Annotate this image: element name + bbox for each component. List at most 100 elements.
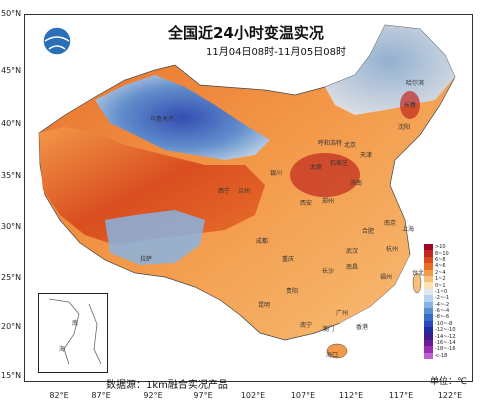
legend-label: 2~4 bbox=[435, 269, 446, 276]
map-title: 全国近24小时变温实况 bbox=[168, 24, 324, 42]
latitude-label: 25°N bbox=[1, 273, 22, 282]
latitude-label: 35°N bbox=[1, 171, 22, 180]
legend-swatch bbox=[424, 282, 433, 289]
legend-swatch bbox=[424, 269, 433, 276]
longitude-label: 97°E bbox=[193, 391, 213, 400]
longitude-label: 102°E bbox=[240, 391, 266, 400]
legend-swatch bbox=[424, 320, 433, 328]
legend-item: 2~4 bbox=[424, 269, 464, 276]
unit-label: 单位：℃ bbox=[430, 377, 468, 387]
central-warm-spot bbox=[290, 153, 360, 197]
city-label: 长沙 bbox=[322, 268, 335, 275]
legend-item: 0~1 bbox=[424, 282, 464, 289]
legend-swatch bbox=[424, 333, 433, 340]
legend-item: -16~-14 bbox=[424, 339, 464, 347]
city-label: 北京 bbox=[344, 142, 357, 149]
legend-item: -10~-8 bbox=[424, 320, 464, 328]
city-label: 武汉 bbox=[346, 248, 359, 255]
east-sea bbox=[325, 245, 472, 381]
latitude-label: 45°N bbox=[1, 66, 22, 75]
legend-item: -8~-6 bbox=[424, 314, 464, 321]
inset-label-hai: 海 bbox=[59, 346, 66, 353]
city-label: 南宁 bbox=[300, 322, 313, 329]
legend-label: 1~2 bbox=[435, 276, 446, 283]
northeast-warm-spot bbox=[400, 91, 420, 119]
city-label: 上海 bbox=[402, 226, 415, 233]
legend-label: >10 bbox=[435, 244, 446, 251]
legend-label: -12~-10 bbox=[435, 327, 456, 334]
xinjiang-cold-region bbox=[95, 75, 270, 160]
longitude-label: 117°E bbox=[388, 391, 414, 400]
city-label: 成都 bbox=[256, 238, 269, 245]
legend-item: 4~6 bbox=[424, 263, 464, 270]
longitude-label: 87°E bbox=[91, 391, 111, 400]
legend-label: -10~-8 bbox=[435, 320, 453, 327]
city-label: 长春 bbox=[404, 102, 417, 109]
inset-label-nan: 南 bbox=[72, 320, 79, 327]
legend-swatch bbox=[424, 288, 433, 296]
legend-swatch bbox=[424, 346, 433, 353]
city-label: 郑州 bbox=[322, 198, 335, 205]
legend-label: -1~0 bbox=[435, 288, 448, 295]
longitude-label: 122°E bbox=[437, 391, 463, 400]
legend-item: -4~-2 bbox=[424, 301, 464, 308]
latitude-label: 20°N bbox=[1, 322, 22, 331]
city-label: 兰州 bbox=[238, 188, 251, 195]
legend-label: -16~-14 bbox=[435, 340, 456, 347]
legend-swatch bbox=[424, 250, 433, 257]
legend-label: -14~-12 bbox=[435, 333, 456, 340]
city-label: 哈尔滨 bbox=[406, 80, 425, 87]
temperature-change-map bbox=[38, 24, 472, 381]
legend-label: 4~6 bbox=[435, 263, 446, 270]
latitude-label: 15°N bbox=[1, 371, 22, 380]
legend-item: <-18 bbox=[424, 352, 464, 360]
legend-swatch bbox=[424, 327, 433, 334]
hainan-island bbox=[326, 343, 348, 359]
longitude-label: 107°E bbox=[290, 391, 316, 400]
city-label: 石家庄 bbox=[330, 160, 349, 167]
legend-swatch bbox=[424, 275, 433, 283]
legend-swatch bbox=[424, 339, 433, 347]
legend-label: -8~-6 bbox=[435, 314, 450, 321]
longitude-label: 112°E bbox=[338, 391, 364, 400]
legend-label: -6~-4 bbox=[435, 308, 450, 315]
legend-label: -4~-2 bbox=[435, 301, 450, 308]
map-frame bbox=[24, 14, 473, 382]
legend-label: <-18 bbox=[435, 352, 448, 359]
city-label: 西宁 bbox=[218, 188, 231, 195]
legend-swatch bbox=[424, 244, 433, 251]
latitude-label: 30°N bbox=[1, 222, 22, 231]
latitude-label: 50°N bbox=[1, 9, 22, 18]
city-label: 天津 bbox=[360, 152, 373, 159]
city-label: 广州 bbox=[336, 310, 349, 317]
legend-item: 6~8 bbox=[424, 256, 464, 264]
city-label: 重庆 bbox=[282, 256, 295, 263]
city-label: 香港 bbox=[356, 324, 369, 331]
legend-swatch bbox=[424, 301, 433, 308]
legend-item: -1~0 bbox=[424, 288, 464, 296]
legend-item: 1~2 bbox=[424, 275, 464, 283]
inset-map bbox=[48, 298, 102, 365]
legend-label: 8~10 bbox=[435, 250, 449, 257]
legend-label: -18~-16 bbox=[435, 346, 456, 353]
legend-label: 6~8 bbox=[435, 256, 446, 263]
latitude-label: 40°N bbox=[1, 119, 22, 128]
northeast-cool-region bbox=[325, 25, 455, 115]
color-legend: >10 8~10 6~8 4~6 2~4 1~2 0~1 -1~0 -2~-1 -4~-2 -6~-… bbox=[424, 244, 464, 360]
city-label: 西安 bbox=[300, 200, 313, 207]
tibet-cool-region bbox=[105, 210, 205, 265]
legend-item: -12~-10 bbox=[424, 327, 464, 334]
legend-item: -2~-1 bbox=[424, 295, 464, 302]
legend-swatch bbox=[424, 256, 433, 264]
legend-swatch bbox=[424, 295, 433, 302]
city-label: 台北 bbox=[412, 270, 425, 277]
city-label: 乌鲁木齐 bbox=[150, 116, 175, 123]
city-label: 太原 bbox=[310, 164, 323, 171]
legend-item: 8~10 bbox=[424, 250, 464, 257]
legend-item: -14~-12 bbox=[424, 333, 464, 340]
city-label: 济南 bbox=[350, 180, 363, 187]
legend-swatch bbox=[424, 314, 433, 321]
legend-swatch bbox=[424, 352, 433, 360]
city-label: 银川 bbox=[270, 170, 283, 177]
